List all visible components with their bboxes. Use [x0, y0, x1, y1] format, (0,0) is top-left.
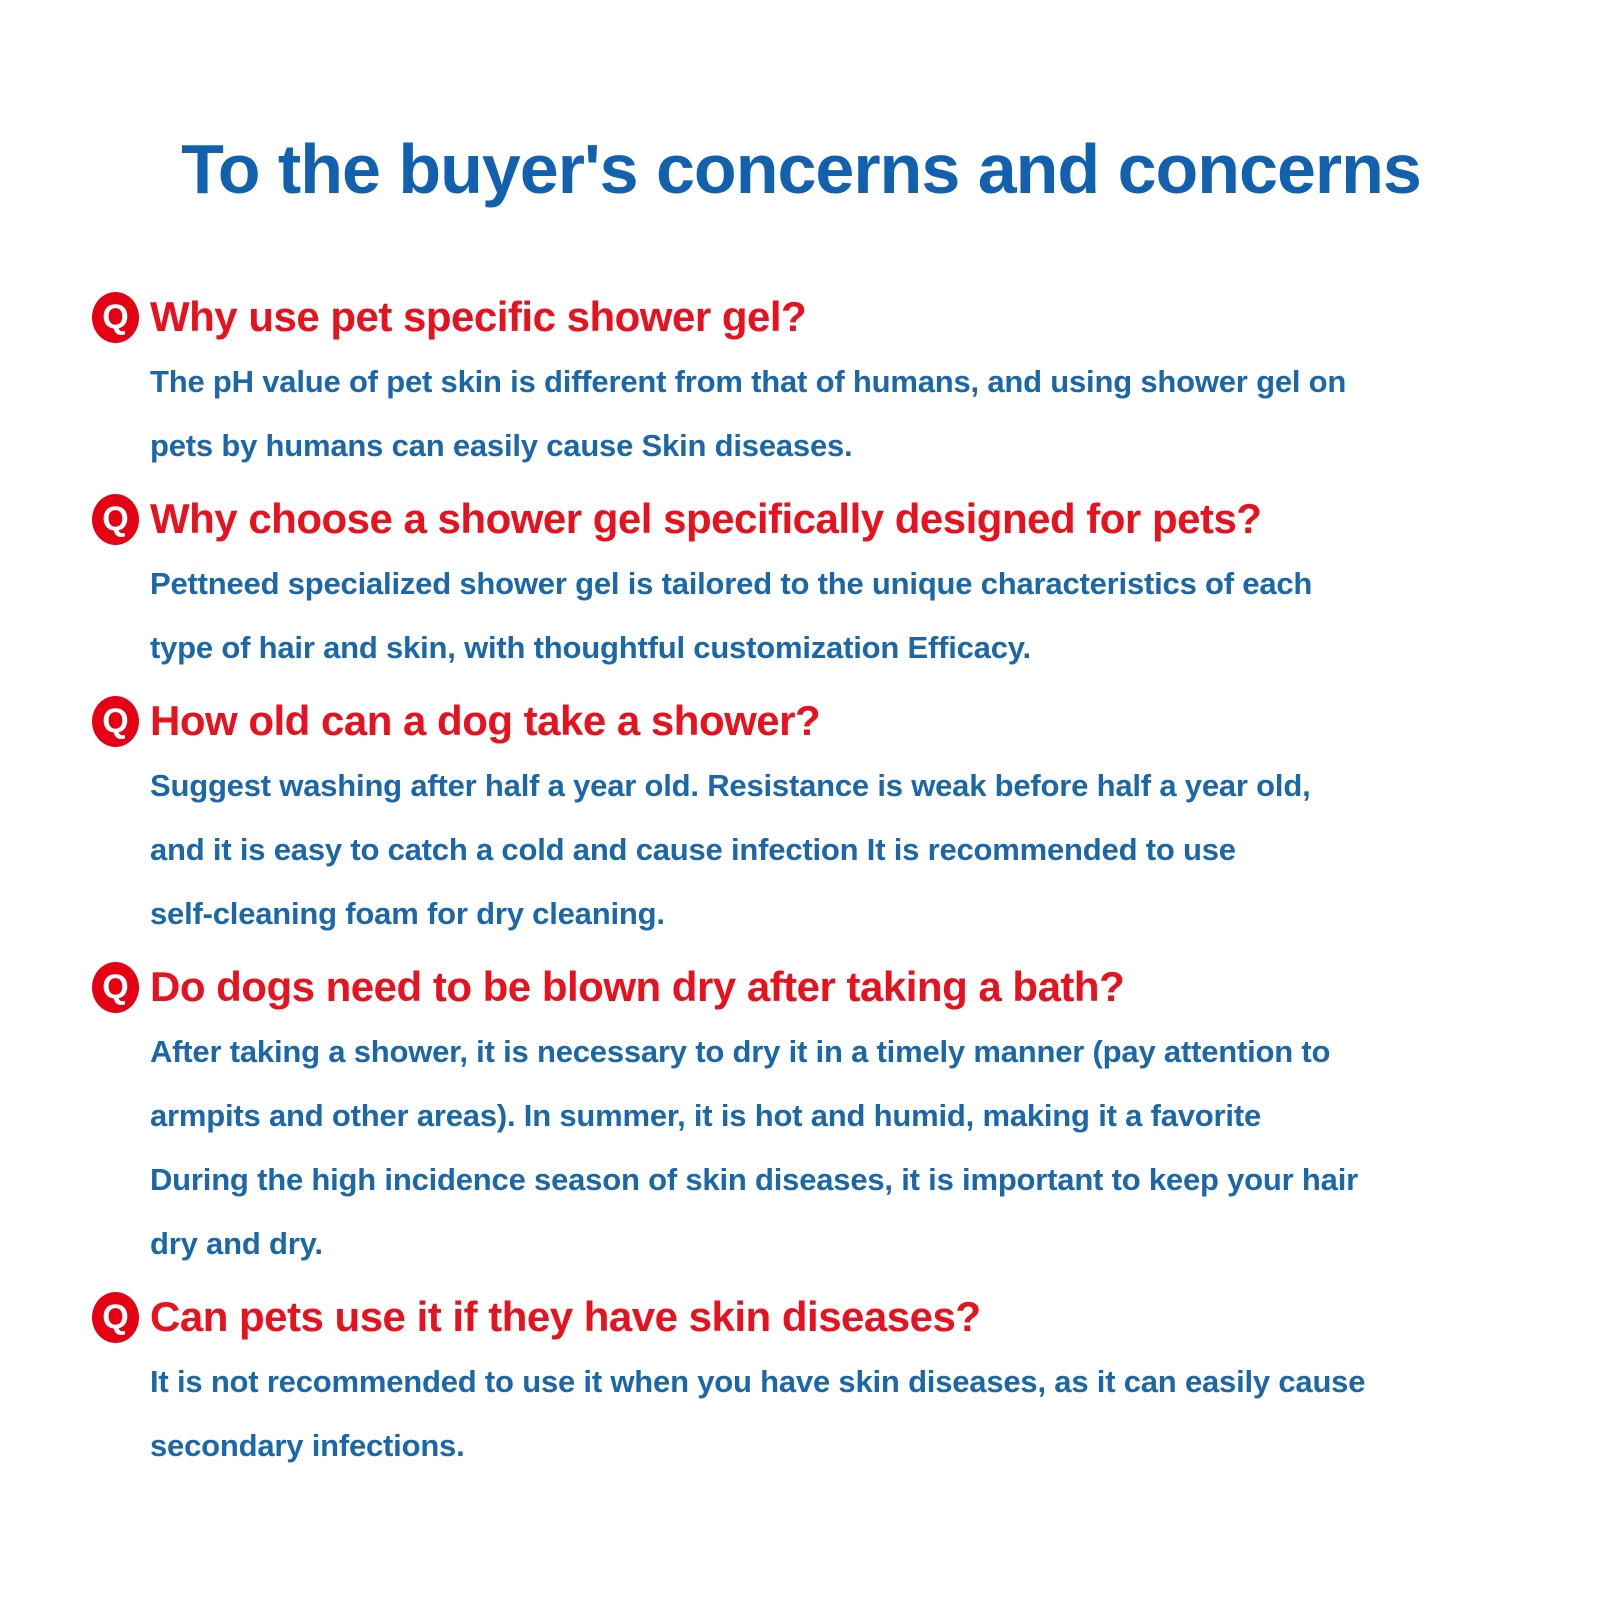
question-row: Q Why use pet specific shower gel?: [92, 284, 1510, 350]
question-row: Q Can pets use it if they have skin dise…: [92, 1284, 1510, 1350]
answer: It is not recommended to use it when you…: [150, 1350, 1510, 1478]
answer-line: dry and dry.: [150, 1226, 323, 1261]
answer-line: type of hair and skin, with thoughtful c…: [150, 630, 1031, 665]
question-text: Why choose a shower gel specifically des…: [150, 495, 1262, 542]
answer-line: During the high incidence season of skin…: [150, 1162, 1358, 1197]
question-text: Why use pet specific shower gel?: [150, 293, 807, 340]
answer-line: and it is easy to catch a cold and cause…: [150, 832, 1236, 867]
faq-item: Q Why use pet specific shower gel? The p…: [92, 284, 1510, 478]
q-badge-icon: Q: [92, 291, 139, 343]
answer-line: secondary infections.: [150, 1428, 465, 1463]
answer-line: Suggest washing after half a year old. R…: [150, 768, 1311, 803]
answer-line: Pettneed specialized shower gel is tailo…: [150, 566, 1313, 601]
question-row: Q How old can a dog take a shower?: [92, 688, 1510, 754]
q-badge-icon: Q: [92, 1291, 139, 1343]
faq-item: Q How old can a dog take a shower? Sugge…: [92, 688, 1510, 946]
question-text: Do dogs need to be blown dry after takin…: [150, 963, 1125, 1010]
answer-line: It is not recommended to use it when you…: [150, 1364, 1366, 1399]
faq-list: Q Why use pet specific shower gel? The p…: [92, 284, 1510, 1478]
answer: Suggest washing after half a year old. R…: [150, 754, 1510, 946]
answer-line: armpits and other areas). In summer, it …: [150, 1098, 1261, 1133]
q-badge-icon: Q: [92, 493, 139, 545]
answer: The pH value of pet skin is different fr…: [150, 350, 1510, 478]
faq-item: Q Do dogs need to be blown dry after tak…: [92, 954, 1510, 1276]
question-text: Can pets use it if they have skin diseas…: [150, 1293, 981, 1340]
faq-item: Q Why choose a shower gel specifically d…: [92, 486, 1510, 680]
page-title: To the buyer's concerns and concerns: [181, 130, 1422, 208]
q-badge-icon: Q: [92, 961, 139, 1013]
answer-line: pets by humans can easily cause Skin dis…: [150, 428, 853, 463]
q-badge-icon: Q: [92, 695, 139, 747]
answer: Pettneed specialized shower gel is tailo…: [150, 552, 1510, 680]
answer-line: After taking a shower, it is necessary t…: [150, 1034, 1331, 1069]
question-text: How old can a dog take a shower?: [150, 697, 821, 744]
answer: After taking a shower, it is necessary t…: [150, 1020, 1510, 1276]
faq-item: Q Can pets use it if they have skin dise…: [92, 1284, 1510, 1478]
answer-line: self-cleaning foam for dry cleaning.: [150, 896, 665, 931]
question-row: Q Do dogs need to be blown dry after tak…: [92, 954, 1510, 1020]
answer-line: The pH value of pet skin is different fr…: [150, 364, 1347, 399]
question-row: Q Why choose a shower gel specifically d…: [92, 486, 1510, 552]
